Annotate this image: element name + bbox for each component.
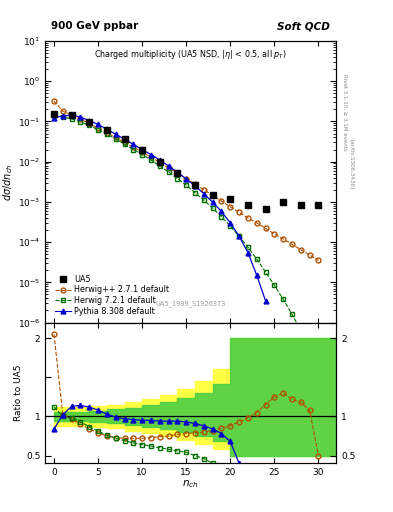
- Text: [arXiv:1306.3436]: [arXiv:1306.3436]: [349, 139, 354, 189]
- X-axis label: $n_{ch}$: $n_{ch}$: [182, 479, 199, 490]
- Text: 900 GeV ppbar: 900 GeV ppbar: [51, 21, 138, 31]
- Legend: UA5, Herwig++ 2.7.1 default, Herwig 7.2.1 default, Pythia 8.308 default: UA5, Herwig++ 2.7.1 default, Herwig 7.2.…: [55, 275, 169, 316]
- Y-axis label: $d\sigma/dn_{ch}$: $d\sigma/dn_{ch}$: [1, 163, 15, 201]
- Text: Soft QCD: Soft QCD: [277, 21, 330, 31]
- Text: UA5_1989_S1926373: UA5_1989_S1926373: [155, 301, 226, 307]
- Y-axis label: Ratio to UA5: Ratio to UA5: [14, 365, 23, 421]
- Text: Rivet 3.1.10, ≥ 3.1M events: Rivet 3.1.10, ≥ 3.1M events: [342, 74, 347, 151]
- Text: Charged multiplicity (UA5 NSD, $|\eta|$ < 0.5, all $p_T$): Charged multiplicity (UA5 NSD, $|\eta|$ …: [94, 48, 287, 61]
